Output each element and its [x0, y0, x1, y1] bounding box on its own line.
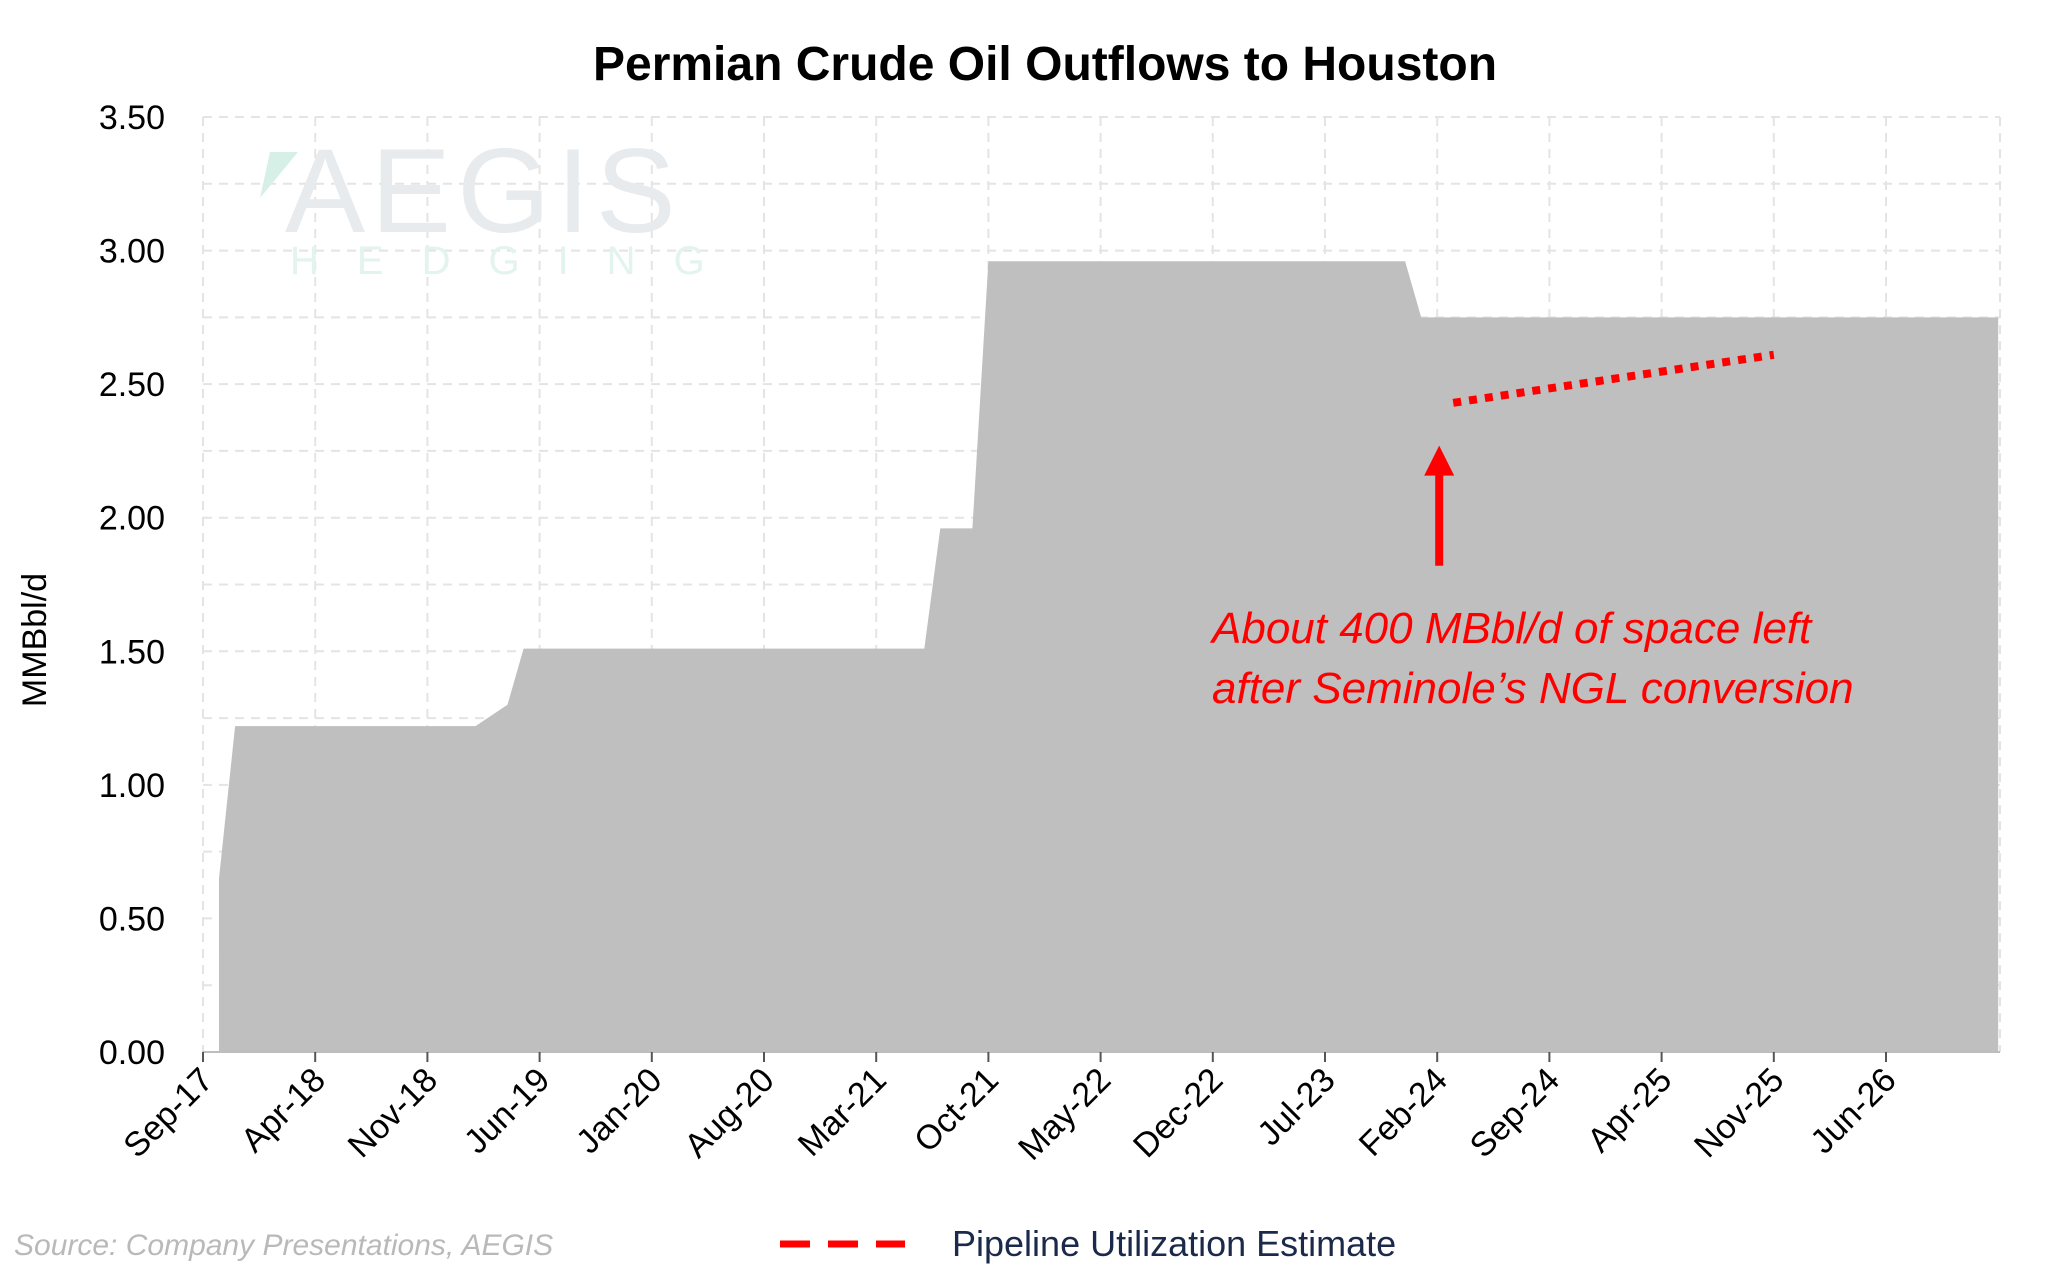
- x-tick-label: Sep-17: [116, 1061, 220, 1165]
- y-tick-label: 0.00: [99, 1034, 165, 1072]
- y-tick-label: 3.50: [99, 99, 165, 137]
- watermark-sub: HEDGING: [290, 239, 743, 283]
- area-layer: [219, 261, 1999, 1052]
- x-tick-label: Jul-23: [1250, 1061, 1342, 1153]
- x-tick-label: Sep-24: [1463, 1061, 1567, 1165]
- annotation: About 400 MBbl/d of space left after Sem…: [1209, 445, 1854, 713]
- x-tick-label: Nov-25: [1687, 1061, 1791, 1165]
- x-tick-label: Jun-19: [457, 1061, 557, 1161]
- y-tick-label: 2.00: [99, 500, 165, 538]
- legend-label: Pipeline Utilization Estimate: [952, 1223, 1396, 1264]
- y-tick-label: 0.50: [99, 900, 165, 938]
- x-tick-label: Nov-18: [341, 1061, 445, 1165]
- x-tick-label: Feb-24: [1352, 1061, 1455, 1164]
- y-axis-label: MMBbl/d: [16, 573, 54, 707]
- y-tick-label: 1.00: [99, 767, 165, 805]
- annotation-arrow-head: [1424, 445, 1455, 476]
- estimate-layer: [1452, 350, 1775, 407]
- x-tick-label: Apr-18: [234, 1061, 333, 1160]
- annotation-line-1: About 400 MBbl/d of space left: [1209, 604, 1813, 653]
- capacity-area: [219, 261, 1999, 1052]
- chart-title: Permian Crude Oil Outflows to Houston: [593, 38, 1497, 91]
- utilization-estimate-line: [1452, 350, 1775, 407]
- watermark: AEGIS HEDGING: [236, 124, 743, 283]
- y-tick-labels: 0.00 0.50 1.00 1.50 2.00 2.50 3.00 3.50: [99, 99, 165, 1072]
- x-tick-label: Oct-21: [907, 1061, 1006, 1160]
- x-tick-label: Aug-20: [677, 1061, 781, 1165]
- x-tick-label: Jan-20: [569, 1061, 669, 1161]
- y-tick-label: 1.50: [99, 633, 165, 671]
- legend: Pipeline Utilization Estimate: [780, 1223, 1396, 1264]
- watermark-brand: AEGIS: [285, 124, 682, 258]
- x-tick-label: Apr-25: [1580, 1061, 1679, 1160]
- y-tick-label: 3.00: [99, 233, 165, 271]
- axes: [202, 1051, 2000, 1062]
- x-tick-label: Jun-26: [1803, 1061, 1903, 1161]
- aegis-logo-mark: [236, 152, 298, 198]
- x-tick-label: Mar-21: [791, 1061, 894, 1164]
- x-tick-label: May-22: [1011, 1061, 1118, 1168]
- source-note: Source: Company Presentations, AEGIS: [14, 1229, 553, 1262]
- x-tick-label: Dec-22: [1126, 1061, 1230, 1165]
- y-tick-label: 2.50: [99, 366, 165, 404]
- x-tick-labels: Sep-17 Apr-18 Nov-18 Jun-19 Jan-20 Aug-20 Mar-…: [116, 1061, 1903, 1168]
- annotation-line-2: after Seminole’s NGL conversion: [1212, 664, 1854, 713]
